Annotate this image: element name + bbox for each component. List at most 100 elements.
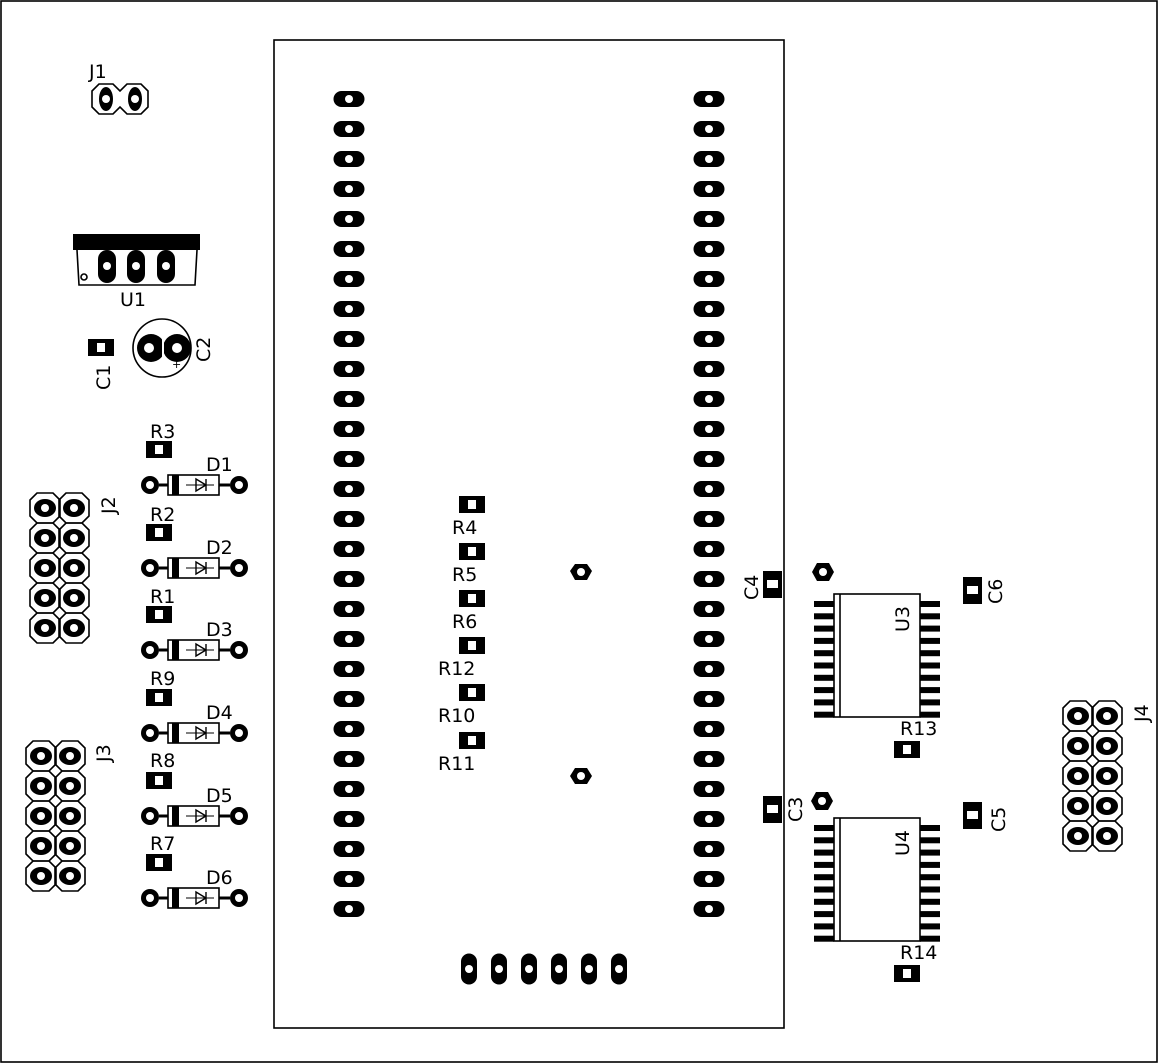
ic-u3: U3 xyxy=(814,593,940,718)
header-pin xyxy=(551,953,567,985)
center-resistors: R4 R5 R6 R12 R10 R11 xyxy=(438,496,485,775)
resistor-pad xyxy=(146,524,172,541)
header-pin xyxy=(693,691,725,707)
label-r4: R4 xyxy=(452,517,477,539)
label-d3: D3 xyxy=(206,619,233,641)
header-pin xyxy=(693,721,725,737)
ic-pin xyxy=(920,650,940,657)
header-pin xyxy=(333,691,365,707)
resistor-pad xyxy=(146,441,172,458)
label-r1: R1 xyxy=(150,586,175,608)
ic-pin xyxy=(920,825,940,831)
header-pin xyxy=(333,811,365,827)
resistor-pad xyxy=(146,854,172,871)
label-j2: J2 xyxy=(98,496,120,515)
connector-j4: J4 xyxy=(1062,700,1153,852)
module-outline xyxy=(273,39,785,1029)
resistor-pad xyxy=(146,606,172,623)
header-pin xyxy=(333,181,365,197)
resistor-pad xyxy=(459,637,485,654)
ic-pin xyxy=(814,687,834,694)
header-pin xyxy=(693,421,725,437)
ic-pin xyxy=(920,625,940,632)
header-pin xyxy=(58,552,90,584)
ic-pin xyxy=(814,861,834,868)
mounting-hole-icon xyxy=(570,768,592,784)
header-pin xyxy=(333,871,365,887)
header-pin xyxy=(693,601,725,617)
header-pin xyxy=(693,661,725,677)
header-pin xyxy=(693,451,725,467)
header-pin xyxy=(693,841,725,857)
ic-pin xyxy=(920,837,940,844)
ic-pin xyxy=(814,662,834,669)
resistor-pad xyxy=(146,689,172,706)
header-pin xyxy=(333,331,365,347)
label-r11: R11 xyxy=(438,753,475,775)
label-c3: C3 xyxy=(785,797,807,822)
header-pin xyxy=(29,522,61,554)
header-pin xyxy=(1091,730,1123,762)
header-pin xyxy=(1062,700,1094,732)
resistor-pad xyxy=(459,732,485,749)
header-pin xyxy=(333,391,365,407)
led-column: R3 D1 R2 D2 R1 D3 R9 D4 R8 D5 R7 D6 xyxy=(141,421,248,909)
label-u4: U4 xyxy=(892,830,914,856)
label-j1: J1 xyxy=(88,61,107,83)
header-pin xyxy=(333,151,365,167)
ic-pin xyxy=(920,613,940,620)
label-c4: C4 xyxy=(741,575,763,600)
header-pin xyxy=(1091,700,1123,732)
capacitor-c3: C3 xyxy=(763,796,807,823)
capacitor-c5: C5 xyxy=(963,802,1010,832)
ic-pin xyxy=(920,874,940,881)
ic-pin xyxy=(920,699,940,706)
label-r7: R7 xyxy=(150,833,175,855)
header-pin xyxy=(58,492,90,524)
capacitor-c4: C4 xyxy=(741,571,782,600)
header-pin xyxy=(693,271,725,287)
ic-pin xyxy=(920,637,940,644)
header-pin xyxy=(693,181,725,197)
header-pin xyxy=(693,361,725,377)
connector-j2: J2 xyxy=(29,492,120,644)
header-pin xyxy=(333,481,365,497)
header-pin xyxy=(29,492,61,524)
header-pin xyxy=(693,871,725,887)
label-c2: C2 xyxy=(193,337,215,362)
header-pin xyxy=(333,661,365,677)
resistor-r13: R13 xyxy=(894,718,937,758)
label-r8: R8 xyxy=(150,750,175,772)
ic-pin xyxy=(920,923,940,930)
header-pin xyxy=(333,541,365,557)
label-r2: R2 xyxy=(150,504,175,526)
header-pin xyxy=(1062,760,1094,792)
ic-pin xyxy=(814,613,834,620)
connector-j3: J3 xyxy=(25,740,115,892)
header-pin xyxy=(693,541,725,557)
regulator-u1: U1 xyxy=(73,234,200,311)
ic-pin xyxy=(814,911,834,918)
header-pin xyxy=(25,860,57,892)
label-r12: R12 xyxy=(438,658,475,680)
header-pin xyxy=(693,511,725,527)
mounting-hole-icon xyxy=(811,792,833,810)
label-d6: D6 xyxy=(206,867,233,889)
diode-symbol-icon xyxy=(141,887,248,909)
ic-pin xyxy=(920,898,940,905)
bottom-header xyxy=(461,953,627,985)
header-pin xyxy=(333,91,365,107)
capacitor-c2: + C2 xyxy=(132,318,215,378)
header-pin xyxy=(25,800,57,832)
resistor-pad xyxy=(459,543,485,560)
header-pin xyxy=(333,601,365,617)
resistor-pad xyxy=(459,496,485,513)
header-pin xyxy=(29,552,61,584)
header-pin xyxy=(333,361,365,377)
label-d1: D1 xyxy=(206,454,233,476)
ic-pin xyxy=(814,886,834,893)
ic-pin xyxy=(814,837,834,844)
capacitor-c6: C6 xyxy=(963,577,1007,604)
